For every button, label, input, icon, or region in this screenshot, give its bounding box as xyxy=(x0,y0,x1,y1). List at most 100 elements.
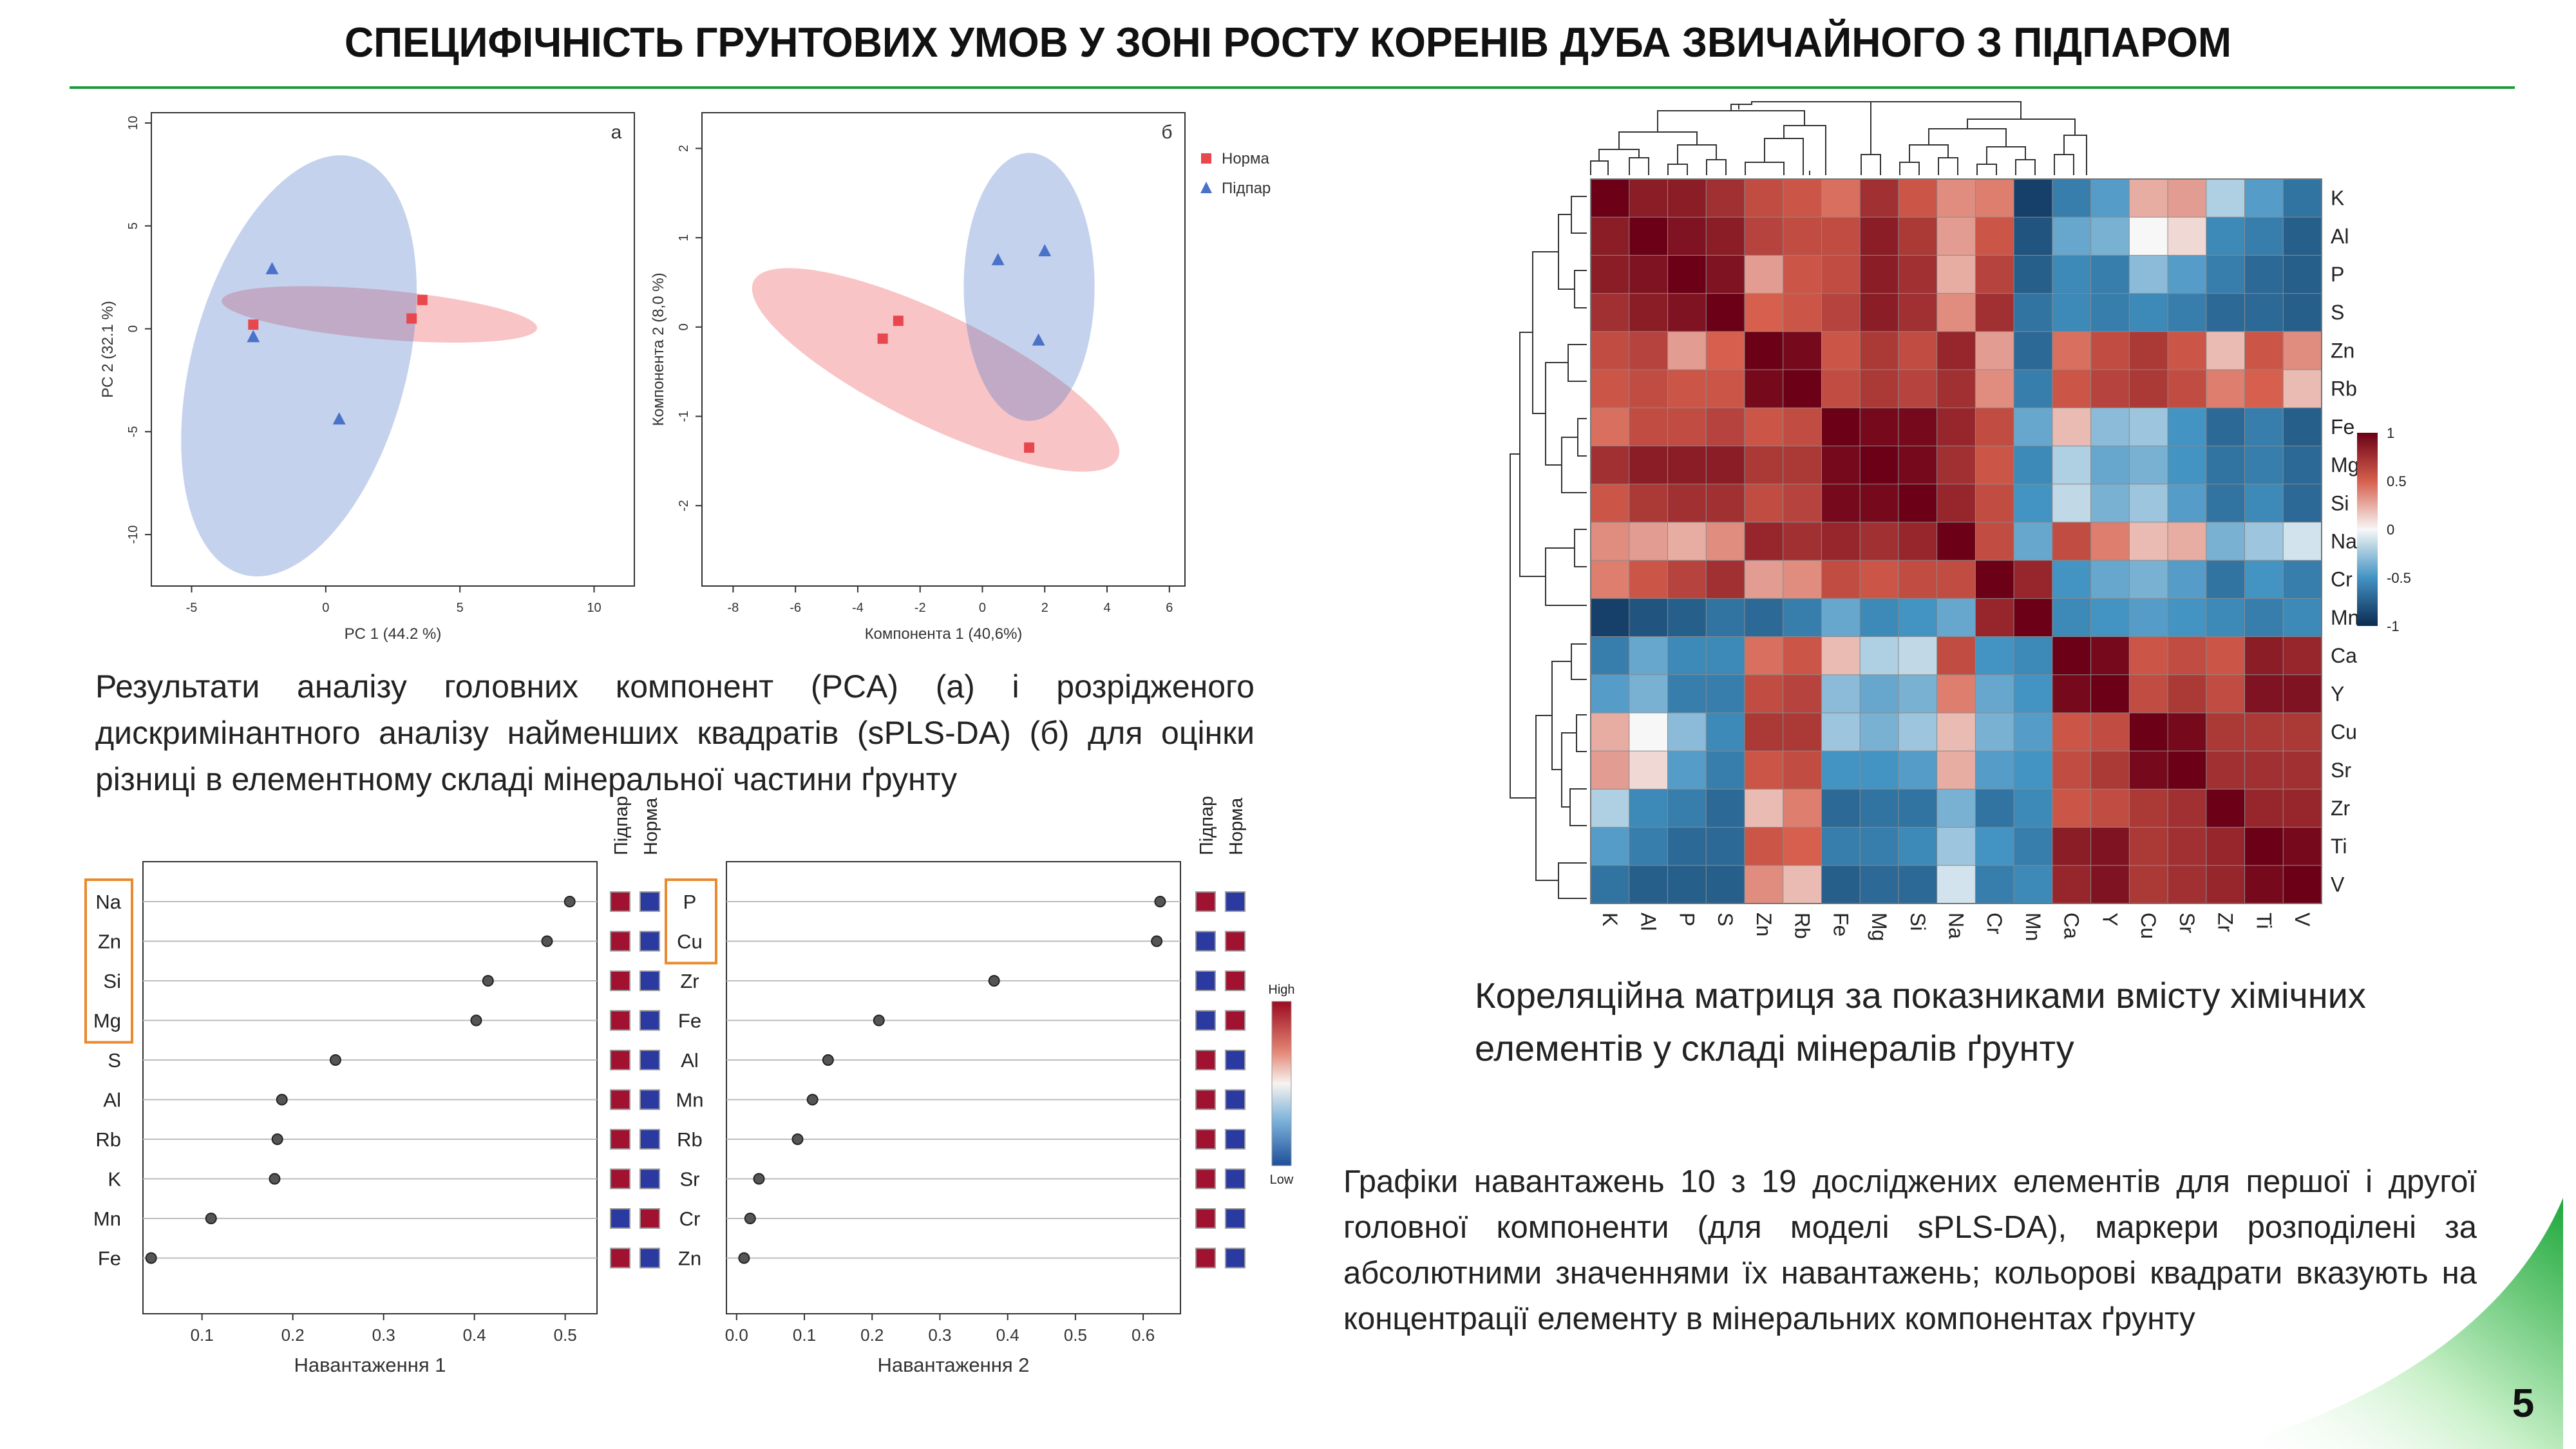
heatmap-cell xyxy=(1937,712,1976,752)
heatmap-cell xyxy=(1859,522,1899,562)
heatmap-cell xyxy=(1898,254,1938,294)
heatmap-cell xyxy=(2128,636,2169,676)
heatmap-cell xyxy=(1859,445,1899,485)
heatmap-cell xyxy=(2052,865,2092,904)
legend-label: Підпар xyxy=(1222,180,1271,197)
y-tick-label: 1 xyxy=(677,234,691,242)
colorbar-low-label: Low xyxy=(1270,1173,1294,1187)
column-header: Норма xyxy=(641,797,661,855)
row-dendrogram xyxy=(1577,418,1587,457)
loading-dot xyxy=(744,1213,756,1224)
heatmap-cell xyxy=(1975,254,2015,294)
heatmap-cell xyxy=(2206,293,2246,332)
colorbar-tick-label: -1 xyxy=(2387,618,2400,634)
heatmap-cell xyxy=(1744,788,1784,828)
row-dendrogram xyxy=(1571,643,1587,680)
heatmap-cell xyxy=(1667,827,1707,866)
row-dendrogram xyxy=(1574,529,1587,567)
x-tick-label: 0.6 xyxy=(1132,1325,1155,1345)
concentration-square xyxy=(1195,1050,1216,1070)
heatmap-cell xyxy=(1783,254,1823,294)
heatmap-cell xyxy=(1783,674,1823,714)
heatmap-cell xyxy=(1898,484,1938,523)
y-tick-label: 2 xyxy=(677,145,691,152)
data-point-norma xyxy=(417,294,428,305)
concentration-square xyxy=(639,1168,660,1189)
concentration-square xyxy=(639,1050,660,1070)
heatmap-cell xyxy=(1667,407,1707,447)
legend-label: Норма xyxy=(1222,150,1270,167)
heatmap-cell xyxy=(1898,522,1938,562)
x-tick-label: 0.1 xyxy=(793,1325,816,1345)
colorbar-high-label: High xyxy=(1268,983,1294,997)
row-dendrogram xyxy=(1545,362,1568,466)
heatmap-cell xyxy=(2206,331,2246,371)
loading-label: Na xyxy=(95,891,121,913)
heatmap-cell xyxy=(1859,560,1899,600)
heatmap-cell xyxy=(2167,674,2207,714)
heatmap-cell xyxy=(2244,445,2284,485)
heatmap-column-label: Fe xyxy=(1829,913,1852,936)
heatmap-cell xyxy=(1783,407,1823,447)
heatmap-cell xyxy=(2013,178,2053,218)
x-tick-label: 0.5 xyxy=(554,1325,577,1345)
heatmap-cell xyxy=(2090,216,2130,256)
heatmap-cell xyxy=(1898,560,1938,600)
concentration-square xyxy=(610,1129,630,1150)
concentration-square xyxy=(1195,1129,1216,1150)
heatmap-cell xyxy=(1821,865,1861,904)
heatmap-cell xyxy=(1629,674,1669,714)
heatmap-cell xyxy=(1667,369,1707,409)
heatmap-column-label: V xyxy=(2291,913,2314,927)
heatmap-cell xyxy=(2090,750,2130,790)
heatmap-cell xyxy=(2052,178,2092,218)
heatmap-cell xyxy=(1783,712,1823,752)
panel-label: а xyxy=(611,122,622,143)
heatmap-cell xyxy=(1744,254,1784,294)
heatmap-cell xyxy=(1937,636,1976,676)
loading-label: Rb xyxy=(677,1128,703,1151)
loading-dot xyxy=(482,975,494,987)
heatmap-cell xyxy=(2282,216,2323,256)
y-tick-label: -1 xyxy=(677,411,691,422)
heatmap-cell xyxy=(2090,636,2130,676)
heatmap-cell xyxy=(1898,636,1938,676)
heatmap-cell xyxy=(1821,712,1861,752)
heatmap-row-label: Al xyxy=(2331,225,2349,248)
row-dendrogram xyxy=(1561,732,1577,808)
heatmap-cell xyxy=(1590,293,1630,332)
column-dendrogram xyxy=(1745,162,1785,175)
concentration-square xyxy=(1195,1089,1216,1110)
heatmap-cell xyxy=(2167,865,2207,904)
heatmap-cell xyxy=(2013,827,2053,866)
heatmap-cell xyxy=(1629,484,1669,523)
x-tick-label: 0 xyxy=(322,601,329,615)
corner-decoration xyxy=(2222,1198,2563,1449)
heatmap-cell xyxy=(1744,216,1784,256)
x-tick-label: 5 xyxy=(457,601,464,615)
heatmap-cell xyxy=(2013,788,2053,828)
heatmap-cell xyxy=(1744,865,1784,904)
y-tick-label: 0 xyxy=(126,325,140,332)
heatmap-cell xyxy=(1783,750,1823,790)
heatmap-cell xyxy=(1744,407,1784,447)
heatmap-cell xyxy=(1898,712,1938,752)
heatmap-row-label: Ti xyxy=(2331,835,2347,858)
data-point-norma xyxy=(877,333,888,344)
concentration-square xyxy=(1195,1208,1216,1229)
heatmap-cell xyxy=(1744,293,1784,332)
heatmap-cell xyxy=(1783,560,1823,600)
x-axis-label: PC 1 (44.2 %) xyxy=(345,625,442,643)
row-dendrogram xyxy=(1545,547,1587,606)
heatmap-cell xyxy=(1937,407,1976,447)
heatmap-cell xyxy=(2090,712,2130,752)
column-header: Підпар xyxy=(611,796,632,855)
row-dendrogram xyxy=(1574,270,1587,308)
heatmap-cell xyxy=(1705,636,1745,676)
heatmap-cell xyxy=(2013,293,2053,332)
heatmap-cell xyxy=(1975,674,2015,714)
loading-label: P xyxy=(683,891,697,913)
heatmap-cell xyxy=(1629,712,1669,752)
heatmap-cell xyxy=(1629,293,1669,332)
